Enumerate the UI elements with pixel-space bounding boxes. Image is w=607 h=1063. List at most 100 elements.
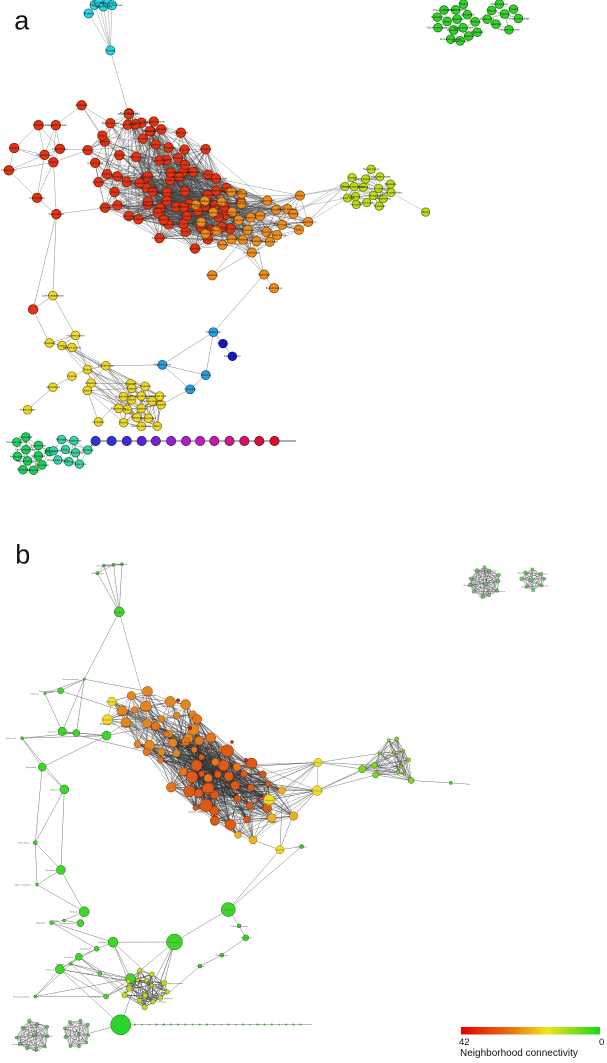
svg-text:Riboflavin: Riboflavin (161, 158, 173, 162)
svg-text:Pantothenate: Pantothenate (31, 444, 46, 447)
svg-text:Fatty acid: Fatty acid (65, 956, 73, 959)
svg-text:Fructose mannose: Fructose mannose (12, 1043, 28, 1046)
svg-text:Starch sucrose: Starch sucrose (310, 790, 324, 793)
svg-text:Histidine: Histidine (134, 747, 143, 750)
svg-text:Amino sugars: Amino sugars (140, 416, 157, 420)
svg-text:Terpenoid: Terpenoid (114, 153, 126, 157)
svg-text:Fructose mannose: Fructose mannose (440, 37, 462, 41)
svg-text:Riboflavin: Riboflavin (200, 147, 212, 151)
svg-text:Glycerolipid: Glycerolipid (240, 938, 250, 940)
svg-text:Sphingolipid: Sphingolipid (266, 822, 277, 824)
svg-text:Amino sugars: Amino sugars (10, 455, 26, 458)
svg-text:Pantothenate: Pantothenate (133, 980, 144, 983)
svg-text:Galactose: Galactose (184, 741, 194, 744)
svg-text:Folate biosyn: Folate biosyn (49, 212, 65, 216)
svg-text:Pyrimidine: Pyrimidine (431, 15, 444, 19)
svg-text:Purine: Purine (84, 367, 92, 371)
svg-text:Sphingolipid: Sphingolipid (98, 140, 113, 144)
svg-text:Pyrimidine: Pyrimidine (149, 995, 158, 998)
svg-text:Purine: Purine (204, 173, 212, 177)
svg-text:Propanoate kinase: Propanoate kinase (194, 204, 216, 208)
svg-text:Galactose: Galactose (131, 416, 143, 420)
svg-text:Histidine: Histidine (106, 49, 116, 52)
svg-text:Pyrimidine: Pyrimidine (92, 420, 105, 424)
svg-text:Butanoate: Butanoate (111, 174, 123, 178)
svg-text:Purine: Purine (213, 228, 221, 232)
svg-text:Alanine aspartate: Alanine aspartate (203, 740, 219, 743)
svg-text:Pyrimidine: Pyrimidine (99, 206, 112, 210)
svg-text:Propanoate kinase: Propanoate kinase (220, 190, 242, 194)
svg-text:Steroid biosyn: Steroid biosyn (266, 286, 283, 290)
svg-text:Pyrimidine: Pyrimidine (181, 214, 194, 218)
svg-text:Glycerolipid: Glycerolipid (45, 869, 55, 872)
svg-text:Neighborhood connectivity: Neighborhood connectivity (460, 1048, 578, 1058)
svg-text:Riboflavin: Riboflavin (56, 438, 68, 441)
svg-text:Steroid biosyn: Steroid biosyn (363, 167, 380, 171)
svg-text:Sphingolipid: Sphingolipid (521, 587, 531, 589)
svg-text:Thiamine: Thiamine (499, 12, 510, 16)
svg-text:Pantothenate: Pantothenate (206, 331, 221, 334)
svg-text:Amino sugars: Amino sugars (259, 199, 276, 203)
svg-text:Riboflavin: Riboflavin (473, 570, 481, 572)
svg-text:Butanoate: Butanoate (43, 1035, 52, 1038)
svg-text:Pyrimidine: Pyrimidine (350, 202, 363, 206)
svg-text:Glyoxylate: Glyoxylate (144, 129, 157, 133)
svg-text:Fructose mannose: Fructose mannose (141, 399, 163, 403)
svg-text:Propanoate kinase: Propanoate kinase (105, 564, 123, 567)
svg-text:0: 0 (599, 1037, 604, 1048)
svg-text:Arginine proline: Arginine proline (66, 333, 85, 337)
svg-text:Amino sugars: Amino sugars (46, 450, 62, 453)
svg-text:Propanoate kinase: Propanoate kinase (45, 123, 67, 127)
svg-text:Fatty acid: Fatty acid (233, 218, 245, 222)
svg-text:Fructose mannose: Fructose mannose (139, 694, 156, 697)
svg-text:Glycine metabolism: Glycine metabolism (427, 26, 450, 30)
svg-text:Ubiquinone: Ubiquinone (36, 923, 46, 925)
svg-text:Lysine degradation: Lysine degradation (42, 294, 64, 298)
svg-text:Nicotinate: Nicotinate (216, 200, 228, 204)
svg-text:Ubiquinone: Ubiquinone (117, 564, 128, 566)
svg-text:Glycine metabolism: Glycine metabolism (27, 1034, 44, 1037)
svg-text:Histidine: Histidine (156, 984, 163, 987)
svg-text:Amino sugars: Amino sugars (224, 210, 241, 214)
svg-text:Thiamine: Thiamine (89, 4, 100, 7)
svg-text:Citrate cycle: Citrate cycle (6, 737, 16, 740)
svg-text:Pantothenate: Pantothenate (29, 196, 45, 200)
svg-text:Biotin: Biotin (62, 448, 69, 451)
svg-text:Folate biosyn: Folate biosyn (140, 175, 156, 179)
svg-text:Steroid biosyn: Steroid biosyn (300, 220, 317, 224)
svg-text:Pyruvate kinase: Pyruvate kinase (120, 111, 139, 115)
svg-text:Pyrimidine: Pyrimidine (56, 963, 65, 966)
svg-text:Glycine metabolism: Glycine metabolism (367, 186, 390, 190)
svg-text:Lysine degradation: Lysine degradation (190, 225, 212, 229)
svg-text:Citrate cycle: Citrate cycle (161, 737, 173, 740)
svg-text:Pyrimidine: Pyrimidine (180, 230, 193, 234)
svg-text:Citrate cycle: Citrate cycle (152, 394, 167, 398)
svg-text:Tyrosine: Tyrosine (236, 200, 246, 204)
svg-text:Pantothenate: Pantothenate (111, 406, 127, 410)
svg-text:Lysine degradation: Lysine degradation (355, 177, 377, 181)
svg-text:Steroid biosyn: Steroid biosyn (98, 364, 115, 368)
svg-text:Pyrimidine: Pyrimidine (151, 730, 161, 732)
svg-text:Glycine metabolism: Glycine metabolism (117, 112, 140, 116)
svg-text:Amino sugars: Amino sugars (20, 408, 37, 412)
svg-text:Histidine: Histidine (143, 200, 154, 204)
svg-text:Ubiquinone: Ubiquinone (177, 205, 191, 209)
svg-text:Glycerolipid: Glycerolipid (19, 436, 33, 439)
svg-text:Fatty acid: Fatty acid (171, 205, 183, 209)
svg-text:Biotin: Biotin (128, 398, 135, 402)
svg-text:Starch sucrose: Starch sucrose (193, 220, 211, 224)
svg-text:Fatty acid: Fatty acid (179, 147, 191, 151)
svg-text:Steroid biosyn: Steroid biosyn (68, 452, 84, 455)
svg-text:Biotin: Biotin (99, 134, 106, 138)
svg-text:Citrate cycle: Citrate cycle (73, 463, 87, 466)
svg-text:Sphingolipid: Sphingolipid (218, 213, 233, 217)
svg-text:Glyoxylate: Glyoxylate (123, 214, 136, 218)
svg-text:Arginine proline: Arginine proline (95, 5, 113, 8)
svg-text:Arginine proline: Arginine proline (160, 222, 179, 226)
svg-text:Pentose phosphate: Pentose phosphate (507, 16, 530, 20)
svg-text:Pentose phosphate: Pentose phosphate (17, 460, 39, 463)
svg-text:Pyrimidine: Pyrimidine (17, 469, 29, 472)
svg-text:Fructose mannose: Fructose mannose (498, 28, 520, 32)
svg-text:Starch sucrose: Starch sucrose (491, 2, 509, 6)
svg-text:Nicotinate: Nicotinate (70, 911, 78, 914)
